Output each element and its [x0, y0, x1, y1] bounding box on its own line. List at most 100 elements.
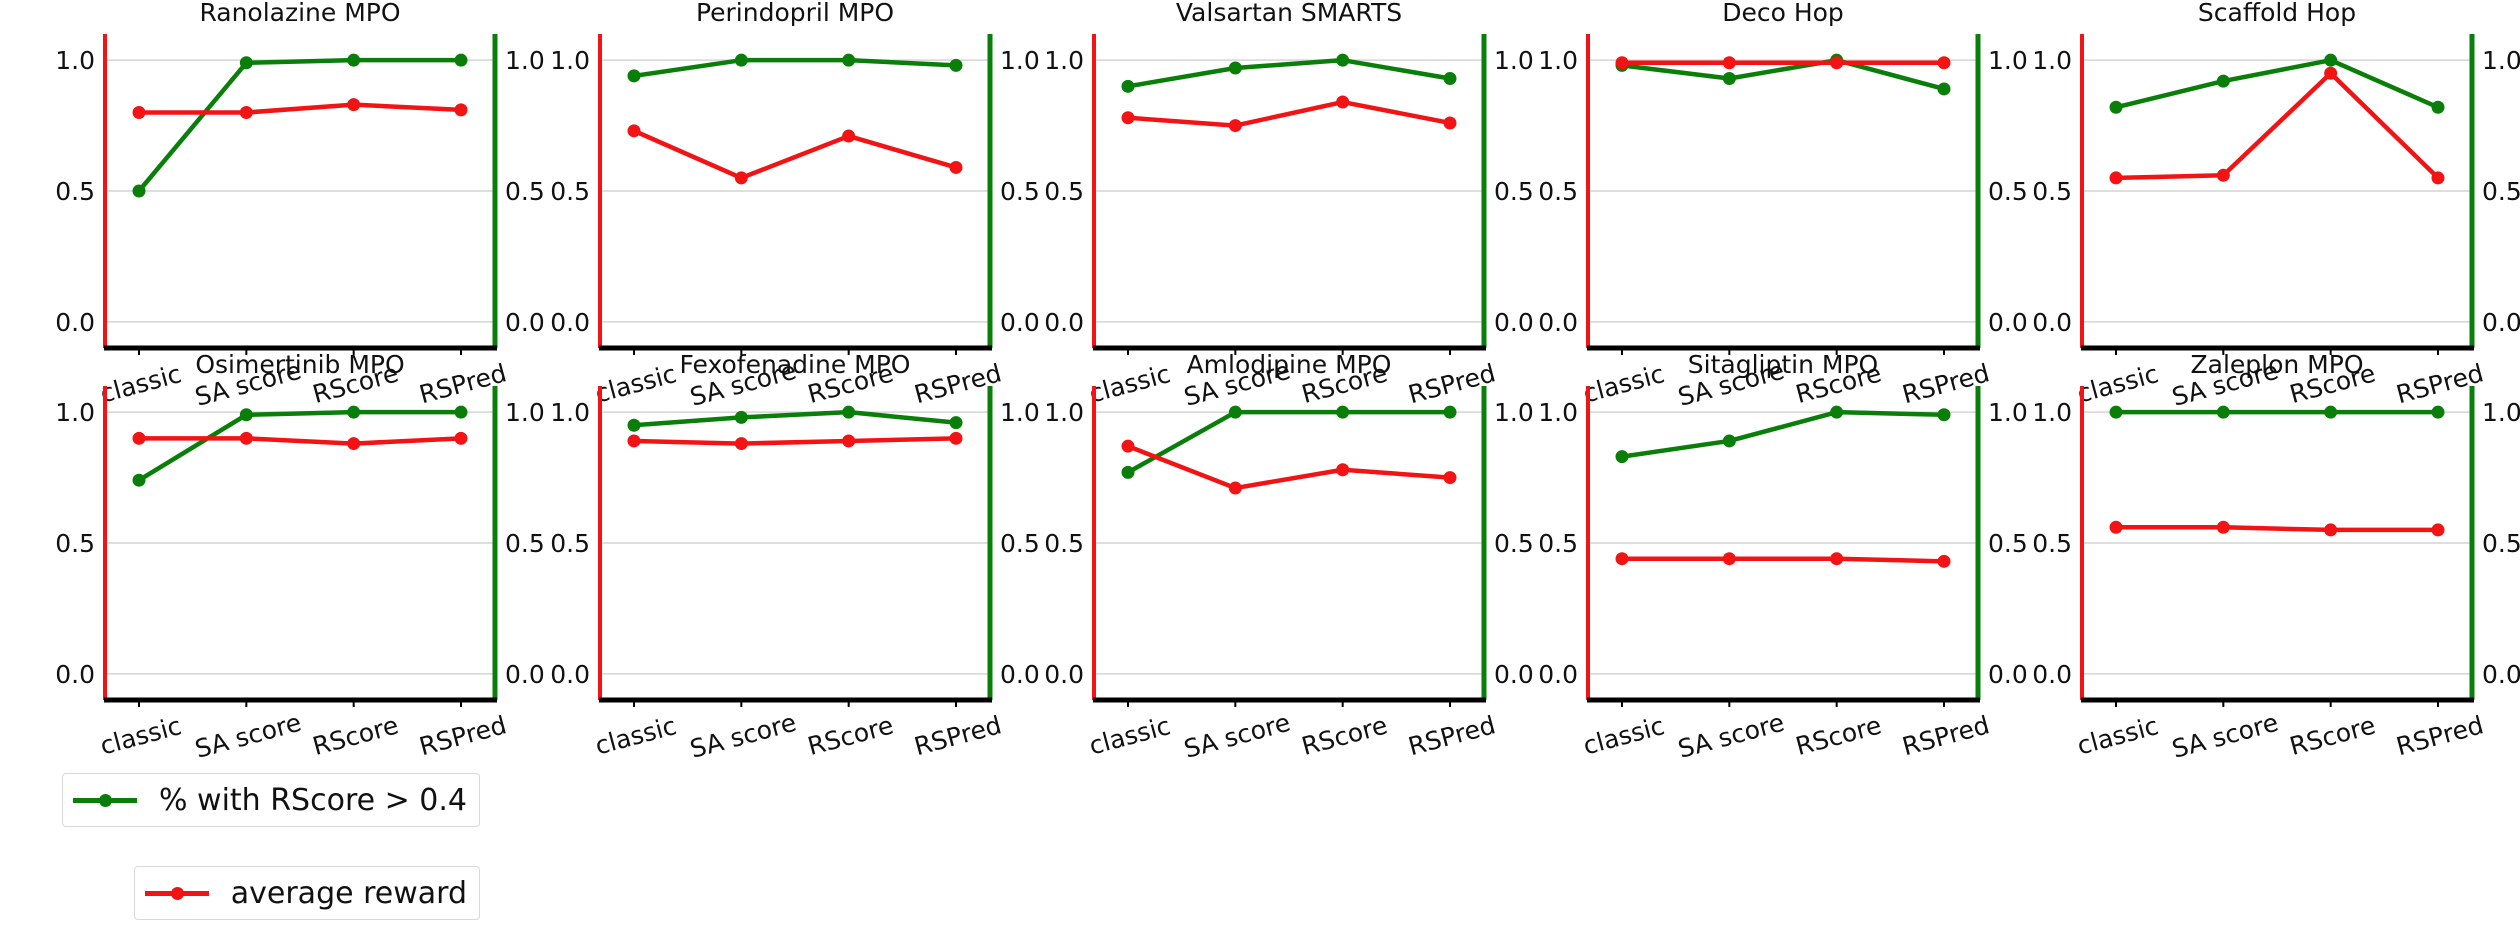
data-point-green	[239, 408, 253, 422]
data-point-red	[1228, 481, 1242, 495]
data-point-red	[2431, 171, 2445, 185]
subplot-title: Fexofenadine MPO	[680, 350, 911, 379]
data-point-green	[454, 53, 468, 67]
x-tick-label: RSPred	[2393, 710, 2486, 761]
y-tick-label-right: 1.0	[505, 398, 545, 427]
subplot-title: Valsartan SMARTS	[1176, 0, 1402, 27]
data-point-red	[347, 98, 361, 112]
data-point-red	[347, 437, 361, 451]
series-line-red	[1622, 556, 1945, 564]
data-point-green	[2431, 100, 2445, 114]
y-tick-label-left: 0.5	[55, 177, 95, 206]
series-line-red	[633, 436, 957, 446]
data-point-red	[454, 431, 468, 445]
data-point-green	[734, 410, 748, 424]
y-tick-label-right: 0.0	[2482, 660, 2520, 689]
y-tick-label-left: 0.0	[55, 308, 95, 337]
x-tick-label: SA score	[2169, 708, 2281, 764]
x-tick-label: RScore	[805, 710, 897, 761]
x-tick-label: RSPred	[911, 710, 1004, 761]
data-point-red	[132, 106, 146, 119]
x-tick-label: classic	[97, 359, 184, 408]
y-tick-label-right: 1.0	[1494, 398, 1534, 427]
y-tick-label-right: 1.0	[1494, 46, 1534, 75]
x-tick-label: classic	[1580, 711, 1667, 760]
legend-entry-red: average reward	[134, 866, 480, 920]
y-tick-label-right: 1.0	[505, 46, 545, 75]
x-tick-label: RScore	[2287, 710, 2379, 761]
x-tick-label: classic	[1086, 359, 1173, 408]
subplot-title: Ranolazine MPO	[199, 0, 400, 27]
data-point-red	[1937, 56, 1951, 70]
series-line-red	[1127, 444, 1451, 491]
data-point-green	[1615, 450, 1629, 464]
x-tick-label: SA score	[1675, 708, 1787, 764]
y-tick-label-left: 0.5	[550, 529, 590, 558]
y-tick-label-right: 0.5	[1494, 177, 1534, 206]
data-point-green	[1722, 71, 1736, 85]
series-line-green	[1621, 409, 1945, 459]
data-point-red	[132, 431, 146, 445]
data-point-green	[132, 473, 146, 487]
y-tick-label-left: 0.5	[55, 529, 95, 558]
data-point-green	[1336, 53, 1350, 67]
x-tick-label: classic	[592, 711, 679, 760]
data-point-red	[1937, 554, 1951, 568]
x-tick-label: classic	[2074, 711, 2161, 760]
legend-entry-green: % with RScore > 0.4	[62, 773, 480, 827]
data-point-red	[842, 434, 856, 448]
data-point-red	[2324, 66, 2338, 80]
y-tick-label-left: 0.5	[1044, 177, 1084, 206]
data-point-red	[734, 171, 748, 185]
data-point-green	[1121, 465, 1135, 479]
data-point-red	[949, 431, 963, 445]
series-line-green	[1127, 57, 1451, 89]
y-tick-label-left: 1.0	[1044, 398, 1084, 427]
y-tick-label-left: 1.0	[550, 398, 590, 427]
y-tick-label-left: 0.0	[55, 660, 95, 689]
y-tick-label-right: 0.0	[1988, 660, 2028, 689]
series-line-red	[1127, 99, 1451, 128]
x-tick-label: RScore	[310, 710, 402, 761]
data-point-green	[239, 56, 253, 70]
y-tick-label-right: 0.5	[2482, 529, 2520, 558]
data-point-red	[949, 160, 963, 174]
y-tick-label-right: 0.5	[1000, 177, 1040, 206]
data-point-green	[627, 418, 641, 432]
x-tick-label: RScore	[1793, 710, 1885, 761]
data-point-red	[454, 103, 468, 117]
data-point-red	[1615, 56, 1629, 70]
x-tick-label: RSPred	[1899, 710, 1992, 761]
subplot-title: Perindopril MPO	[696, 0, 894, 27]
subplot-title: Amlodipine MPO	[1187, 350, 1392, 379]
y-tick-label-left: 0.5	[1044, 529, 1084, 558]
y-tick-label-left: 0.5	[550, 177, 590, 206]
data-point-red	[2431, 523, 2445, 537]
x-tick-label: classic	[97, 711, 184, 760]
y-tick-label-left: 1.0	[2032, 46, 2072, 75]
series-line-green	[633, 57, 957, 79]
y-tick-label-left: 1.0	[1538, 398, 1578, 427]
data-point-green	[1336, 405, 1350, 419]
x-tick-label: RSPred	[416, 710, 509, 761]
y-tick-label-left: 0.0	[2032, 660, 2072, 689]
legend-label-red: average reward	[230, 875, 467, 911]
y-tick-label-left: 1.0	[55, 398, 95, 427]
series-line-red	[139, 436, 462, 446]
data-point-green	[132, 184, 146, 198]
y-tick-label-left: 1.0	[1538, 46, 1578, 75]
data-point-red	[239, 431, 253, 445]
data-point-red	[1615, 552, 1629, 566]
y-tick-label-left: 0.5	[1538, 177, 1578, 206]
y-tick-label-right: 1.0	[2482, 398, 2520, 427]
data-point-red	[1722, 56, 1736, 70]
data-point-green	[2109, 405, 2123, 419]
data-point-red	[1722, 552, 1736, 566]
data-point-red	[842, 129, 856, 143]
data-point-red	[1121, 439, 1135, 453]
y-tick-label-left: 0.0	[550, 660, 590, 689]
